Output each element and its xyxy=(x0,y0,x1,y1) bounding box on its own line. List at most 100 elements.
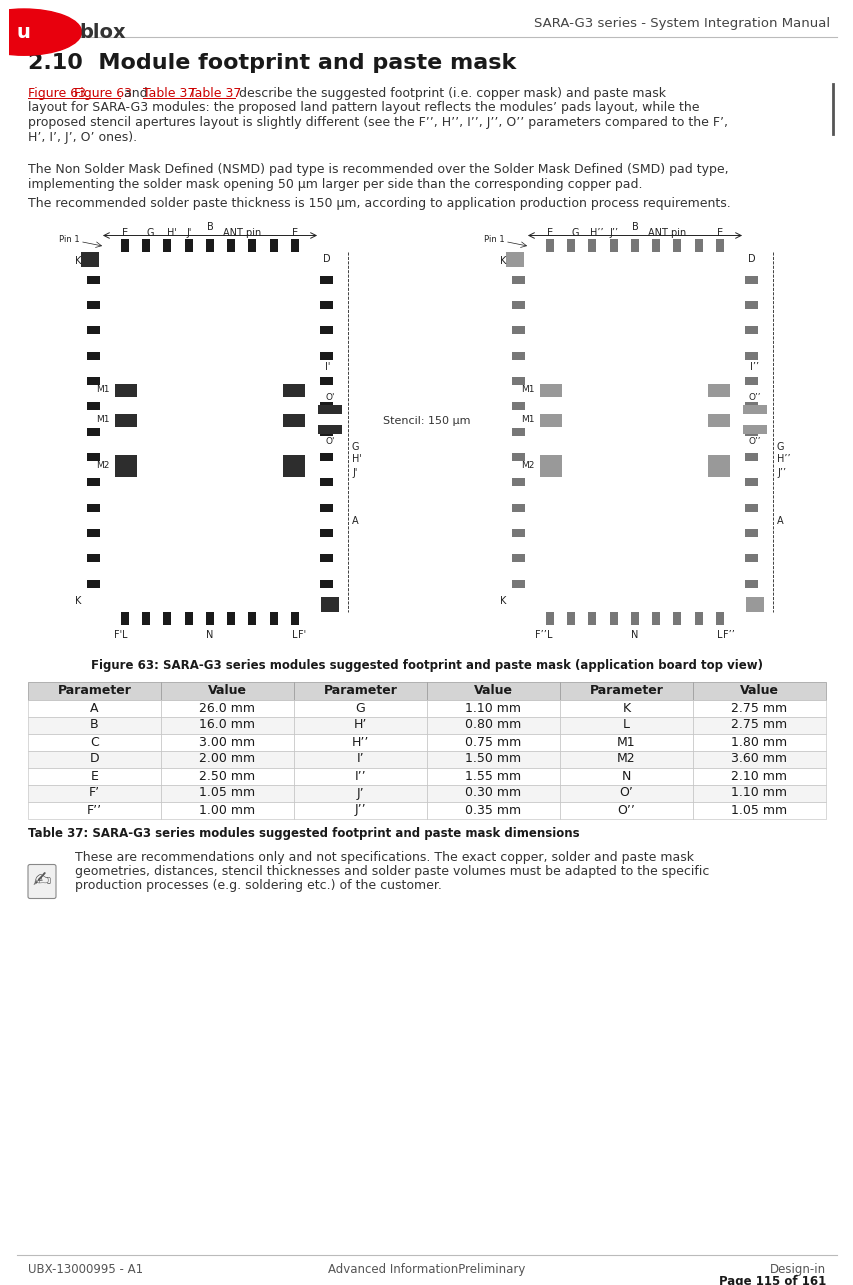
Bar xyxy=(81,252,99,266)
Text: D: D xyxy=(322,254,330,265)
Text: I’: I’ xyxy=(357,753,364,766)
Text: M1: M1 xyxy=(521,386,534,394)
Bar xyxy=(161,767,293,785)
Bar xyxy=(426,767,560,785)
Bar xyxy=(426,785,560,802)
Bar xyxy=(512,478,525,486)
Text: E: E xyxy=(90,770,98,783)
Bar xyxy=(744,402,757,410)
Text: O’’: O’’ xyxy=(748,437,760,446)
Bar xyxy=(121,239,129,252)
Bar xyxy=(161,750,293,767)
Text: ✍: ✍ xyxy=(32,871,51,892)
Text: Figure 63: SARA-G3 series modules suggested footprint and paste mask (applicatio: Figure 63: SARA-G3 series modules sugges… xyxy=(91,659,762,672)
Bar xyxy=(426,681,560,699)
Bar xyxy=(320,529,333,537)
Bar xyxy=(115,455,136,477)
Bar xyxy=(630,612,638,625)
Text: F’’: F’’ xyxy=(722,630,734,640)
Bar xyxy=(426,734,560,750)
Bar xyxy=(744,478,757,486)
Text: E: E xyxy=(546,227,553,238)
Text: B: B xyxy=(90,718,99,731)
Text: M2: M2 xyxy=(617,753,635,766)
Bar xyxy=(539,414,561,427)
Bar xyxy=(28,699,161,717)
Text: D: D xyxy=(747,254,755,265)
Bar xyxy=(742,424,766,433)
Text: UBX-13000995 - A1: UBX-13000995 - A1 xyxy=(28,1263,143,1276)
Text: production processes (e.g. soldering etc.) of the customer.: production processes (e.g. soldering etc… xyxy=(75,879,441,893)
Bar xyxy=(142,239,150,252)
Text: ANT pin: ANT pin xyxy=(223,227,261,238)
Text: Stencil: 150 µm: Stencil: 150 µm xyxy=(383,416,470,427)
Bar xyxy=(692,699,825,717)
Text: B: B xyxy=(206,221,213,231)
Bar xyxy=(87,326,100,334)
Text: Pin 1: Pin 1 xyxy=(60,235,80,244)
Bar xyxy=(28,734,161,750)
Text: K: K xyxy=(622,702,630,714)
Text: 2.75 mm: 2.75 mm xyxy=(730,718,786,731)
Text: M1: M1 xyxy=(96,386,110,394)
Text: Table 37: Table 37 xyxy=(142,87,195,100)
Bar xyxy=(560,802,692,819)
Bar xyxy=(161,717,293,734)
Text: H': H' xyxy=(166,227,177,238)
Bar xyxy=(28,802,161,819)
Bar xyxy=(121,612,129,625)
Bar xyxy=(742,405,766,414)
Bar xyxy=(692,785,825,802)
Bar xyxy=(692,767,825,785)
Bar xyxy=(87,275,100,284)
Text: A: A xyxy=(90,702,99,714)
Text: O': O' xyxy=(325,437,334,446)
Bar xyxy=(161,734,293,750)
Text: N: N xyxy=(621,770,630,783)
Circle shape xyxy=(0,9,82,55)
Text: Pin 1: Pin 1 xyxy=(484,235,504,244)
Text: F': F' xyxy=(113,630,122,640)
Bar xyxy=(87,478,100,486)
Bar xyxy=(320,504,333,511)
Bar xyxy=(293,734,426,750)
Text: O’’: O’’ xyxy=(617,803,635,816)
Text: I': I' xyxy=(325,361,330,371)
Bar xyxy=(291,239,299,252)
Bar xyxy=(545,239,554,252)
Bar xyxy=(293,717,426,734)
Text: Parameter: Parameter xyxy=(57,684,131,696)
Bar xyxy=(317,405,341,414)
Text: describe the suggested footprint (i.e. copper mask) and paste mask: describe the suggested footprint (i.e. c… xyxy=(235,87,665,100)
Text: L: L xyxy=(623,718,630,731)
Text: O’’: O’’ xyxy=(748,392,760,401)
Bar xyxy=(744,301,757,308)
Bar xyxy=(320,377,333,384)
Bar xyxy=(426,750,560,767)
Text: G: G xyxy=(776,442,784,451)
Text: F': F' xyxy=(298,630,305,640)
Bar xyxy=(293,681,426,699)
Bar xyxy=(227,239,235,252)
Text: 3.00 mm: 3.00 mm xyxy=(200,735,255,748)
Bar xyxy=(320,428,333,436)
Bar xyxy=(744,428,757,436)
Bar xyxy=(87,377,100,384)
Text: 3.60 mm: 3.60 mm xyxy=(731,753,786,766)
Text: geometries, distances, stencil thicknesses and solder paste volumes must be adap: geometries, distances, stencil thickness… xyxy=(75,866,709,879)
Text: H’, I’, J’, O’ ones).: H’, I’, J’, O’ ones). xyxy=(28,131,137,144)
Bar xyxy=(692,734,825,750)
Text: 1.80 mm: 1.80 mm xyxy=(730,735,786,748)
Bar xyxy=(87,352,100,360)
Text: K: K xyxy=(75,257,81,266)
Bar xyxy=(320,554,333,562)
Bar xyxy=(206,612,214,625)
Bar xyxy=(707,455,729,477)
Text: 0.35 mm: 0.35 mm xyxy=(465,803,521,816)
Bar xyxy=(293,785,426,802)
Bar xyxy=(163,239,171,252)
Text: Parameter: Parameter xyxy=(589,684,663,696)
Text: J’’: J’’ xyxy=(776,469,786,478)
Text: These are recommendations only and not specifications. The exact copper, solder : These are recommendations only and not s… xyxy=(75,852,693,865)
Text: L: L xyxy=(717,630,722,640)
